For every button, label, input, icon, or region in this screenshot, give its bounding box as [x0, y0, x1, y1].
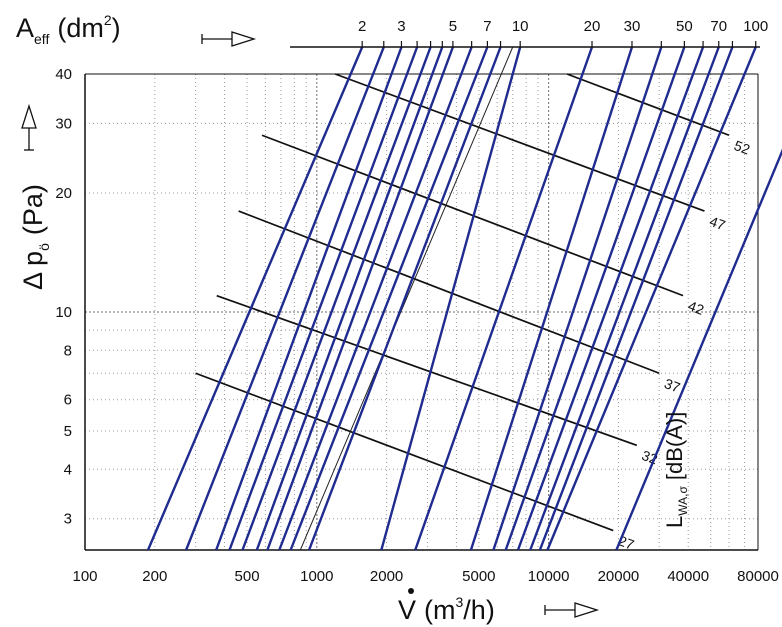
area-line: [146, 46, 364, 551]
sound-title-unit: [dB(A)]: [662, 412, 687, 480]
area-scale-label: 70: [710, 18, 727, 35]
x-tick-label: 200: [142, 568, 167, 585]
area-line: [414, 46, 594, 551]
y-tick-label: 20: [55, 185, 72, 202]
sound-level-title: LWA,σ [dB(A)]: [662, 412, 690, 528]
sound-level-label: 32: [640, 447, 660, 467]
area-scale-label: 20: [584, 18, 601, 35]
area-scale-label: 50: [676, 18, 693, 35]
area-scale-label: 3: [397, 18, 405, 35]
area-line: [184, 46, 385, 551]
sound-title-sub: WA,σ: [676, 486, 690, 516]
sound-level-line: [216, 294, 638, 447]
bottom-axis-title: V (m3/h): [398, 588, 495, 625]
sound-level-line: [334, 73, 705, 212]
x-tick-label: 2000: [370, 568, 403, 585]
sound-level-label: 52: [732, 137, 752, 158]
area-line: [529, 46, 720, 551]
x-tick-label: 20000: [598, 568, 640, 585]
x-tick-label: 80000: [737, 568, 779, 585]
y-tick-label: 10: [55, 304, 72, 321]
area-line: [215, 46, 403, 551]
area-line: [546, 46, 757, 551]
area-scale-label: 5: [449, 18, 457, 35]
area-scale-label: 7: [483, 18, 491, 35]
top-title-close: ): [112, 13, 121, 43]
area-scale-label: 30: [624, 18, 641, 35]
bottom-title-sup: 3: [456, 594, 464, 610]
area-line: [307, 46, 502, 551]
left-title-unit: (Pa): [18, 184, 48, 235]
area-line: [615, 148, 782, 551]
area-scale-label: 2: [358, 18, 366, 35]
bottom-title-close: /h): [463, 595, 495, 625]
left-title-sub: ö: [36, 243, 52, 251]
y-tick-label: 5: [64, 423, 72, 440]
area-line: [278, 46, 473, 551]
v-dot-icon: [408, 588, 414, 594]
area-lines: [146, 46, 782, 551]
x-tick-label: 5000: [462, 568, 495, 585]
bottom-arrow-icon: [544, 602, 600, 618]
y-tick-label: 4: [64, 461, 72, 478]
y-tick-label: 40: [55, 66, 72, 83]
area-scale: 23571020305070100200: [290, 18, 768, 48]
area-line: [504, 46, 686, 551]
svg-text:Δ pö(Pa): Δ pö (Pa): [18, 184, 52, 290]
y-tick-label: 6: [64, 392, 72, 409]
svg-text:V(m3/h): V (m3/h): [398, 594, 495, 625]
sound-level-label: 47: [707, 213, 727, 233]
y-tick-label: 8: [64, 342, 72, 359]
sound-level-label: 37: [662, 375, 682, 396]
area-line: [516, 46, 705, 551]
left-axis-title: Δ pö (Pa): [18, 184, 52, 290]
x-tick-labels: 100 200 500 1000 2000 5000 10000 20000 40000 8000…: [72, 568, 778, 585]
top-title-sup: 2: [104, 12, 112, 28]
y-tick-label: 3: [64, 511, 72, 528]
top-title-a: A: [16, 13, 34, 43]
svg-text:Aeff(dm2): Aeff (dm2): [16, 12, 121, 47]
top-title-unit: (dm: [57, 13, 104, 43]
area-line: [289, 46, 489, 551]
bottom-title-unit: (m: [424, 595, 455, 625]
top-arrow-icon: [201, 31, 257, 47]
area-line: [469, 46, 634, 551]
top-axis-title: Aeff (dm2): [16, 12, 121, 47]
x-tick-label: 40000: [667, 568, 709, 585]
area-line: [492, 46, 663, 551]
sound-level-label: 42: [686, 297, 706, 318]
area-line: [538, 46, 734, 551]
y-tick-label: 30: [55, 115, 72, 132]
sound-level-line: [195, 372, 614, 532]
x-tick-label: 1000: [300, 568, 333, 585]
bottom-title-v: V: [398, 595, 416, 625]
y-tick-labels: 3 4 5 6 8 10 20 30 40: [55, 66, 72, 528]
area-line: [241, 46, 432, 551]
x-tick-label: 500: [235, 568, 260, 585]
x-tick-label: 100: [72, 568, 97, 585]
area-line: [255, 46, 444, 551]
top-title-eff: eff: [34, 31, 49, 47]
area-line: [266, 46, 455, 551]
area-line: [228, 46, 419, 551]
left-title-delta: Δ p: [18, 251, 48, 290]
area-scale-label: 100: [743, 18, 768, 35]
reference-line: [299, 46, 514, 551]
left-arrow-icon: [21, 103, 37, 151]
grid: [84, 73, 759, 551]
sound-title-l: L: [662, 516, 687, 528]
area-scale-label: 10: [512, 18, 529, 35]
svg-text:LWA,σ[dB(A)]: LWA,σ [dB(A)]: [662, 412, 690, 528]
area-line: [380, 46, 522, 551]
x-tick-label: 10000: [528, 568, 570, 585]
